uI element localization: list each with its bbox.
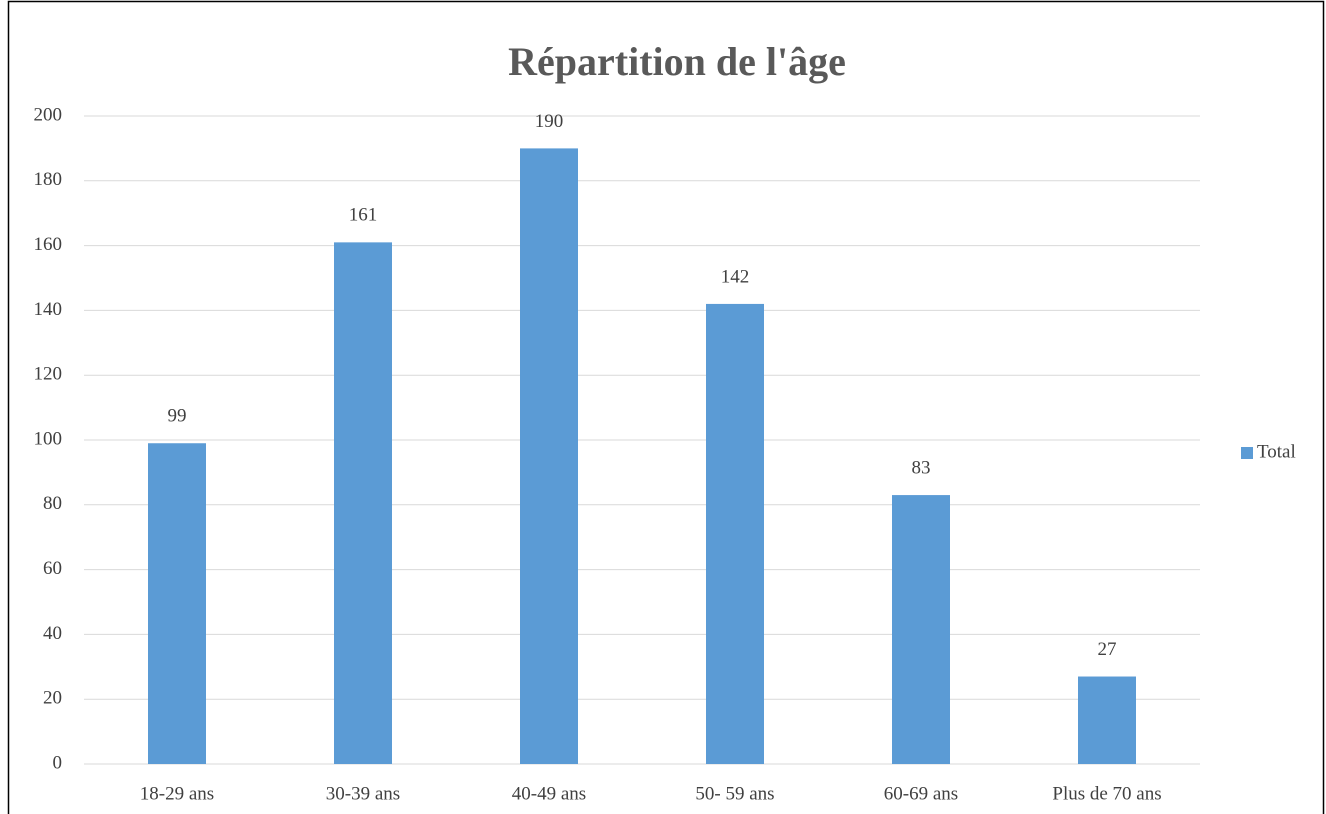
data-label: 190	[535, 111, 564, 132]
bar	[1078, 676, 1136, 764]
chart-title: Répartition de l'âge	[508, 39, 846, 84]
chart-frame	[7, 0, 1325, 814]
y-tick-label: 120	[34, 364, 63, 385]
data-label: 83	[912, 457, 931, 478]
legend-label: Total	[1257, 441, 1296, 462]
data-label: 27	[1098, 639, 1117, 660]
data-label: 161	[349, 205, 378, 226]
x-tick-label: 18-29 ans	[140, 783, 214, 804]
bar	[334, 242, 392, 765]
y-tick-label: 180	[34, 169, 63, 190]
y-tick-label: 100	[34, 428, 63, 449]
bar	[520, 148, 578, 764]
y-tick-label: 60	[43, 558, 62, 579]
data-label: 99	[168, 406, 187, 427]
y-tick-label: 140	[34, 299, 63, 320]
y-tick-label: 200	[34, 104, 63, 125]
legend-swatch	[1241, 447, 1253, 459]
bar	[148, 443, 206, 764]
x-tick-label: 60-69 ans	[884, 783, 958, 804]
x-tick-label: 50- 59 ans	[695, 783, 774, 804]
x-tick-label: 40-49 ans	[512, 783, 586, 804]
bar	[706, 303, 764, 764]
x-tick-label: 30-39 ans	[326, 783, 400, 804]
bar	[892, 495, 950, 764]
x-tick-label: Plus de 70 ans	[1052, 783, 1161, 804]
y-tick-label: 80	[43, 493, 62, 514]
y-tick-label: 20	[43, 688, 62, 709]
y-tick-label: 0	[53, 752, 63, 773]
y-tick-label: 160	[34, 234, 63, 255]
y-tick-label: 40	[43, 623, 62, 644]
data-label: 142	[721, 266, 750, 287]
